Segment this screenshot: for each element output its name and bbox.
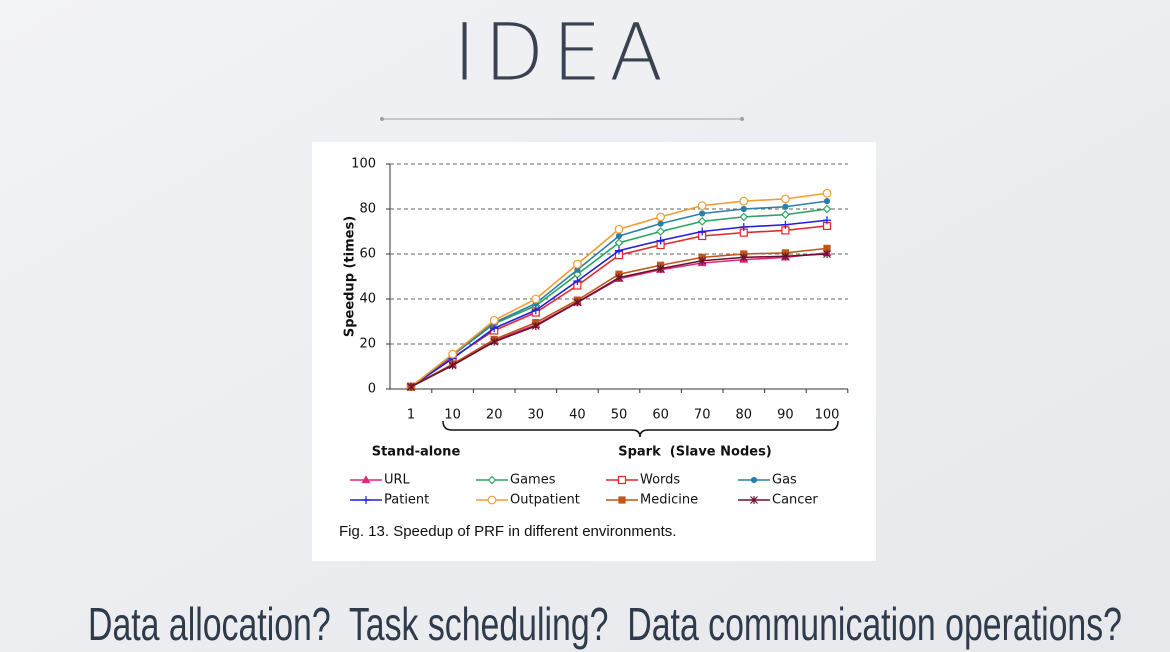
y-tick-label: 80 (359, 202, 376, 217)
marker (490, 324, 499, 333)
marker (657, 220, 664, 227)
caption: Fig. 13. Speedup of PRF in different env… (339, 523, 676, 540)
footer-text: Data allocation? Task scheduling? Data c… (88, 598, 1122, 650)
x-tick-label: 60 (652, 408, 669, 423)
x-tick-label: 70 (694, 408, 711, 423)
marker (617, 475, 627, 485)
x-tick-label: 10 (444, 408, 461, 423)
marker (448, 349, 458, 359)
marker (489, 315, 499, 325)
y-tick-label: 40 (359, 292, 376, 307)
divider-end (380, 117, 384, 121)
marker (697, 217, 707, 226)
marker (781, 252, 790, 261)
y-tick-label: 100 (351, 157, 376, 172)
marker (361, 475, 371, 484)
marker (697, 201, 707, 211)
x-tick-label: 100 (815, 408, 840, 423)
divider-end (740, 117, 744, 121)
y-tick-label: 0 (368, 382, 376, 397)
y-tick-label: 20 (359, 337, 376, 352)
x-tick-label: 30 (528, 408, 545, 423)
x-tick-label: 20 (486, 408, 503, 423)
legend-label: Gas (772, 473, 797, 488)
marker (739, 223, 748, 231)
marker (618, 496, 626, 504)
marker (698, 227, 707, 236)
x-tick-label: 90 (777, 408, 794, 423)
brace (442, 420, 839, 438)
marker (531, 306, 540, 315)
y-axis-label: Speedup (times) (343, 216, 358, 337)
x-tick-label: 1 (407, 408, 415, 423)
marker (656, 212, 665, 222)
group-label: Stand-alone (372, 445, 461, 460)
slide-title: IDEA (453, 9, 671, 99)
marker (656, 236, 665, 245)
marker (614, 224, 624, 234)
marker (615, 246, 623, 255)
marker (822, 188, 832, 198)
marker (823, 216, 831, 225)
marker (823, 250, 831, 258)
marker (362, 496, 370, 504)
marker (750, 496, 758, 504)
marker (531, 294, 541, 304)
marker (750, 476, 758, 484)
marker (615, 232, 623, 240)
marker (698, 256, 707, 265)
x-tick-label: 80 (736, 408, 753, 423)
marker (407, 382, 415, 391)
marker (573, 277, 582, 285)
marker (490, 337, 499, 346)
y-tick-label: 60 (359, 247, 376, 262)
marker (573, 259, 582, 269)
legend-label: Games (510, 473, 556, 488)
marker (823, 198, 831, 205)
marker (739, 212, 749, 222)
group-label: Spark (Slave Nodes) (618, 445, 772, 460)
marker (739, 196, 749, 206)
marker (487, 475, 497, 485)
marker (782, 203, 789, 210)
x-tick-label: 50 (611, 408, 628, 423)
marker (781, 210, 790, 219)
marker (781, 220, 790, 229)
marker (614, 238, 624, 248)
legend-label: Words (640, 473, 680, 488)
x-tick-label: 40 (569, 408, 586, 423)
marker (615, 273, 623, 282)
legend-label: Cancer (772, 493, 818, 508)
legend-label: URL (384, 473, 411, 488)
marker (656, 227, 665, 236)
legend-label: Outpatient (510, 493, 580, 508)
marker (487, 495, 497, 505)
marker (740, 205, 747, 213)
marker (573, 298, 582, 307)
marker (699, 210, 706, 217)
marker (739, 253, 748, 262)
marker (531, 322, 540, 330)
chart-panel (312, 142, 876, 561)
legend-label: Medicine (640, 493, 698, 508)
marker (656, 264, 665, 273)
legend-label: Patient (384, 493, 429, 508)
marker (448, 361, 457, 370)
marker (822, 204, 832, 214)
marker (781, 194, 790, 204)
